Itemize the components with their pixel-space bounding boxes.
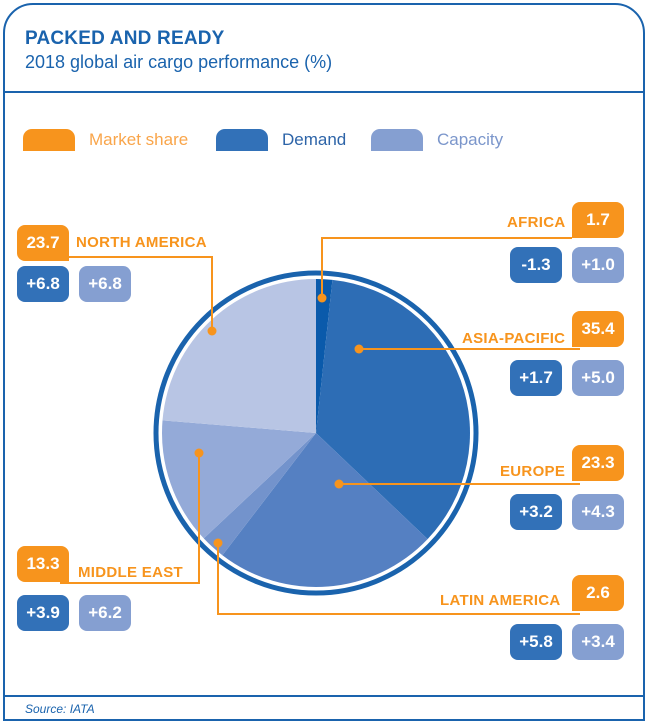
north-america-capacity-badge: +6.8 bbox=[79, 266, 131, 302]
asia-pacific-capacity-badge: +5.0 bbox=[572, 360, 624, 396]
source-note: Source: IATA bbox=[25, 702, 95, 716]
pie-slice-latin-america bbox=[203, 433, 316, 556]
legend-item-demand: Demand bbox=[216, 128, 346, 152]
asia-pacific-market-share-badge: 35.4 bbox=[572, 311, 624, 347]
pie-slice-asia-pacific bbox=[316, 279, 470, 540]
middle-east-label: MIDDLE EAST bbox=[78, 564, 183, 581]
footer-divider bbox=[4, 695, 645, 697]
connector-dot-africa bbox=[317, 293, 327, 303]
legend-item-market-share: Market share bbox=[23, 128, 188, 152]
legend-swatch-capacity bbox=[371, 129, 423, 151]
pie-connector-dots bbox=[194, 293, 364, 548]
connector-line-middle-east bbox=[60, 453, 200, 584]
europe-market-share-badge: 23.3 bbox=[572, 445, 624, 481]
africa-market-share-badge: 1.7 bbox=[572, 202, 624, 238]
latin-america-market-share-badge: 2.6 bbox=[572, 575, 624, 611]
connector-dot-middle-east bbox=[194, 448, 204, 458]
connector-dot-north-america bbox=[207, 326, 217, 336]
africa-capacity-badge: +1.0 bbox=[572, 247, 624, 283]
chart-subtitle: 2018 global air cargo performance (%) bbox=[25, 52, 333, 72]
middle-east-demand-badge: +3.9 bbox=[17, 595, 69, 631]
latin-america-capacity-badge: +3.4 bbox=[572, 624, 624, 660]
legend-label-capacity: Capacity bbox=[437, 130, 504, 149]
legend-item-capacity: Capacity bbox=[371, 128, 503, 152]
pie-connectors bbox=[60, 237, 580, 615]
asia-pacific-label: ASIA-PACIFIC bbox=[462, 330, 566, 347]
legend-swatch-market-share bbox=[23, 129, 75, 151]
pie-slice-north-america bbox=[162, 279, 316, 433]
legend-label-demand: Demand bbox=[282, 130, 347, 149]
header-divider bbox=[4, 91, 645, 93]
legend-label-market-share: Market share bbox=[89, 130, 189, 149]
africa-label: AFRICA bbox=[507, 214, 566, 231]
pie-slice-africa bbox=[316, 279, 333, 433]
africa-demand-badge: -1.3 bbox=[510, 247, 562, 283]
europe-demand-badge: +3.2 bbox=[510, 494, 562, 530]
connector-dot-latin-america bbox=[213, 538, 223, 548]
connector-dot-asia-pacific bbox=[354, 344, 364, 354]
north-america-demand-badge: +6.8 bbox=[17, 266, 69, 302]
asia-pacific-demand-badge: +1.7 bbox=[510, 360, 562, 396]
connector-line-africa bbox=[321, 237, 572, 298]
pie-outer-ring bbox=[153, 270, 479, 596]
latin-america-demand-badge: +5.8 bbox=[510, 624, 562, 660]
connector-line-latin-america bbox=[217, 543, 580, 615]
infographic-frame bbox=[3, 3, 645, 721]
europe-capacity-badge: +4.3 bbox=[572, 494, 624, 530]
middle-east-capacity-badge: +6.2 bbox=[79, 595, 131, 631]
latin-america-label: LATIN AMERICA bbox=[440, 592, 561, 609]
connector-dot-europe bbox=[334, 479, 344, 489]
pie-slices bbox=[161, 279, 470, 587]
chart-title: PACKED AND READY bbox=[25, 28, 225, 49]
legend-swatch-demand bbox=[216, 129, 268, 151]
connector-line-north-america bbox=[60, 256, 213, 331]
north-america-market-share-badge: 23.7 bbox=[17, 225, 69, 261]
north-america-label: NORTH AMERICA bbox=[76, 234, 207, 251]
middle-east-market-share-badge: 13.3 bbox=[17, 546, 69, 582]
pie-slice-europe bbox=[222, 433, 428, 587]
europe-label: EUROPE bbox=[500, 463, 566, 480]
